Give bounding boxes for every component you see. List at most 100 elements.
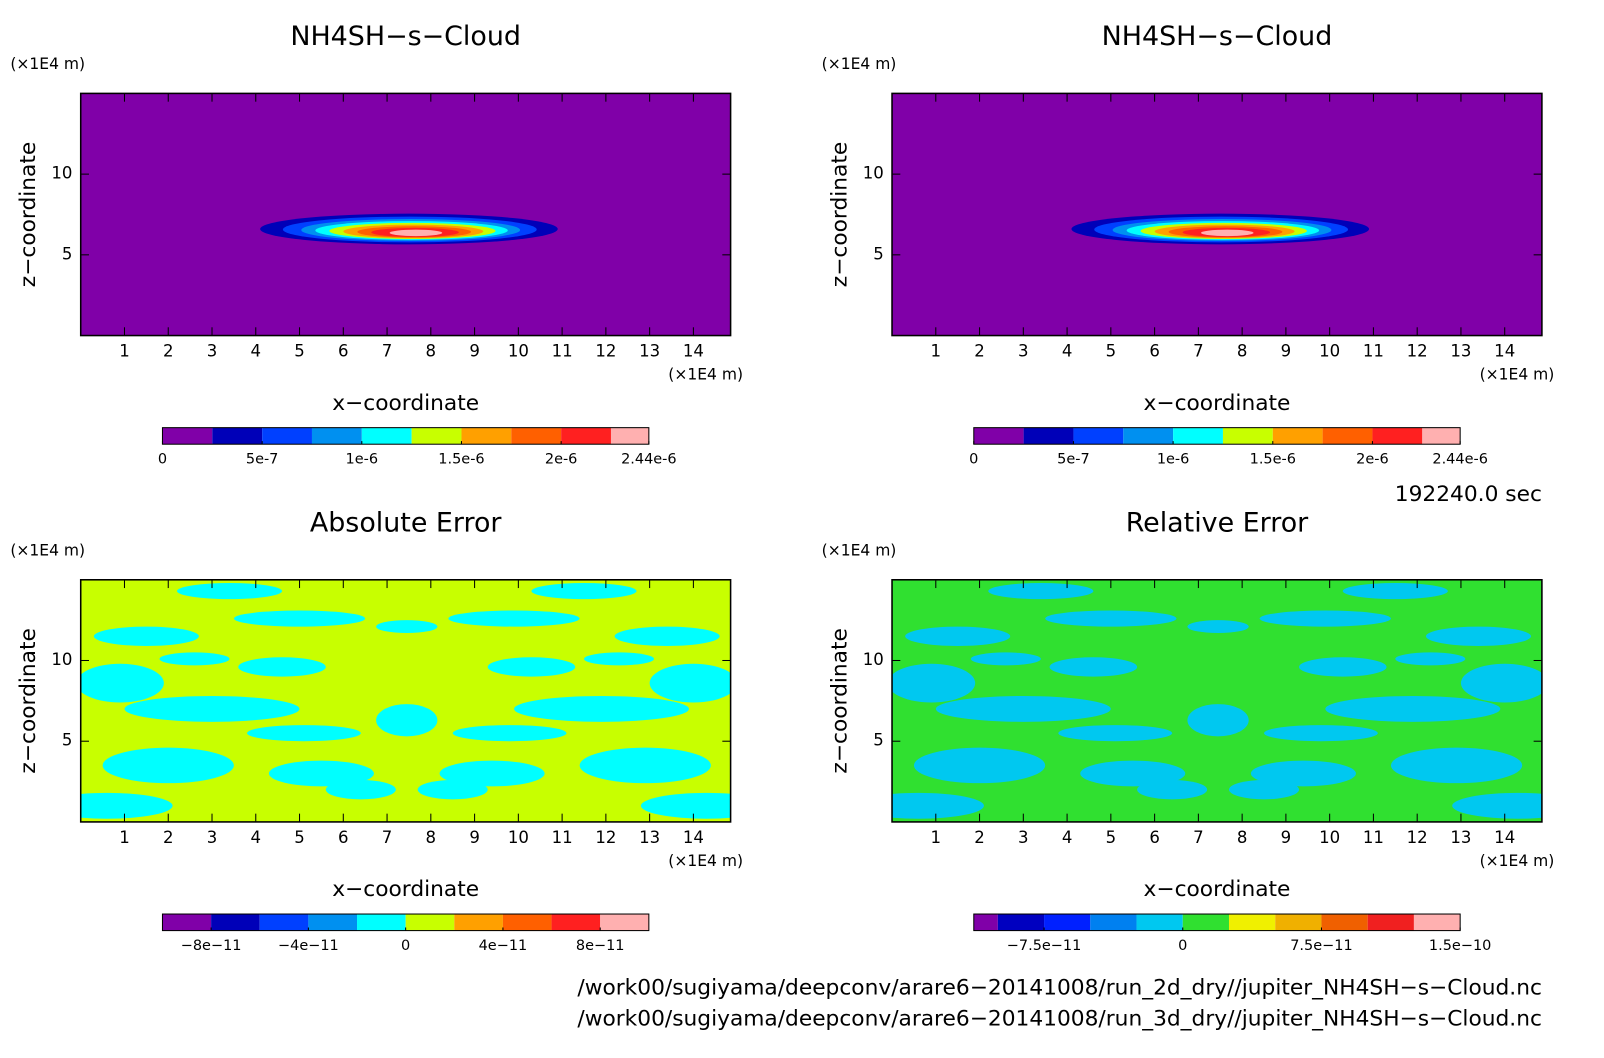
contour-band bbox=[1229, 779, 1300, 800]
y-tick-label: 10 bbox=[51, 164, 72, 183]
colorbar-label: 1e-6 bbox=[1157, 452, 1190, 468]
colorbar-segment bbox=[212, 427, 263, 445]
contour-band bbox=[1390, 747, 1523, 784]
x-tick-label: 11 bbox=[1363, 828, 1384, 847]
colorbar-segment bbox=[561, 427, 611, 445]
x-tick-label: 10 bbox=[1319, 828, 1340, 847]
colorbar-segment bbox=[1413, 914, 1461, 931]
contour-band bbox=[649, 663, 731, 703]
contour-band bbox=[452, 725, 567, 742]
y-tick-label: 5 bbox=[873, 731, 884, 750]
contour-band bbox=[80, 792, 173, 819]
colorbar-segment bbox=[1422, 427, 1461, 445]
y-unit: (×1E4 m) bbox=[10, 541, 85, 559]
x-tick-label: 2 bbox=[163, 828, 174, 847]
panel: NH4SH−s−Cloud (×1E4 m) (×1E4 m) x−coordinat… bbox=[822, 21, 1555, 468]
contour-band bbox=[1395, 652, 1466, 666]
x-tick-label: 2 bbox=[974, 828, 985, 847]
x-tick-label: 1 bbox=[119, 828, 130, 847]
contour-band bbox=[80, 663, 164, 703]
colorbar-segment bbox=[308, 914, 358, 931]
x-tick-label: 12 bbox=[595, 342, 616, 361]
contour-band bbox=[913, 747, 1046, 784]
x-tick-label: 11 bbox=[552, 828, 573, 847]
x-tick-label: 9 bbox=[1281, 828, 1292, 847]
y-unit: (×1E4 m) bbox=[822, 55, 897, 73]
x-tick-label: 8 bbox=[426, 828, 437, 847]
x-tick-label: 7 bbox=[1193, 828, 1204, 847]
contour-band bbox=[1460, 663, 1542, 703]
x-tick-label: 6 bbox=[1149, 828, 1160, 847]
contour-band bbox=[448, 610, 580, 627]
colorbar-segment bbox=[1322, 427, 1373, 445]
x-tick-label: 12 bbox=[1407, 342, 1428, 361]
colorbar-segment bbox=[454, 914, 503, 931]
panel-title: NH4SH−s−Cloud bbox=[1102, 21, 1333, 52]
x-unit: (×1E4 m) bbox=[1480, 852, 1555, 870]
x-tick-label: 1 bbox=[931, 828, 942, 847]
x-tick-label: 5 bbox=[294, 342, 305, 361]
x-tick-label: 13 bbox=[639, 342, 660, 361]
contour-band bbox=[579, 747, 711, 784]
colorbar-frame bbox=[161, 427, 650, 445]
colorbar-segment bbox=[1136, 914, 1183, 931]
colorbar-label: 1.5e-6 bbox=[438, 452, 484, 468]
colorbar-segment bbox=[610, 427, 649, 445]
x-tick-label: 9 bbox=[469, 342, 480, 361]
contour-band bbox=[487, 657, 576, 677]
x-tick-label: 11 bbox=[1363, 342, 1384, 361]
x-tick-label: 6 bbox=[338, 342, 349, 361]
contour-band bbox=[439, 760, 545, 787]
colorbar-segment bbox=[1044, 914, 1091, 931]
x-tick-label: 9 bbox=[469, 828, 480, 847]
colorbar-segment bbox=[162, 427, 213, 445]
x-tick-label: 4 bbox=[251, 342, 262, 361]
x-tick-label: 12 bbox=[1407, 828, 1428, 847]
x-tick-label: 10 bbox=[1319, 342, 1340, 361]
colorbar-segment bbox=[357, 914, 406, 931]
x-tick-label: 14 bbox=[683, 342, 704, 361]
x-tick-label: 5 bbox=[1106, 828, 1117, 847]
colorbar-segment bbox=[211, 914, 260, 931]
plot-area bbox=[892, 579, 1542, 822]
x-tick-label: 7 bbox=[382, 342, 393, 361]
contour-band bbox=[583, 652, 655, 666]
y-unit: (×1E4 m) bbox=[822, 541, 897, 559]
contour-band bbox=[1200, 229, 1254, 237]
x-tick-label: 7 bbox=[382, 828, 393, 847]
plot-area bbox=[80, 93, 731, 336]
x-tick-label: 3 bbox=[207, 828, 218, 847]
contour-band bbox=[247, 725, 361, 742]
colorbar-segment bbox=[311, 427, 362, 445]
contour-band bbox=[892, 792, 984, 819]
plot-frame bbox=[79, 579, 732, 823]
panel-title: NH4SH−s−Cloud bbox=[290, 21, 521, 52]
y-tick-label: 5 bbox=[62, 731, 73, 750]
contour-band bbox=[124, 696, 300, 722]
x-tick-label: 3 bbox=[1018, 342, 1029, 361]
contour-band bbox=[1325, 696, 1501, 722]
contour-band bbox=[376, 620, 438, 634]
x-tick-label: 3 bbox=[1018, 828, 1029, 847]
colorbar-label: 0 bbox=[401, 938, 410, 954]
contour-band bbox=[417, 779, 488, 800]
x-tick-label: 9 bbox=[1281, 342, 1292, 361]
colorbar-label: 1.5e−10 bbox=[1429, 938, 1491, 954]
colorbar-frame bbox=[973, 427, 1461, 445]
y-axis-title: z−coordinate bbox=[827, 142, 852, 287]
colorbar-segment bbox=[405, 914, 455, 931]
contour-band bbox=[1425, 626, 1531, 646]
contour-band bbox=[1342, 583, 1448, 600]
contour-band bbox=[1187, 620, 1249, 634]
contour-band bbox=[1299, 657, 1387, 677]
contour-band bbox=[268, 760, 374, 787]
x-tick-label: 6 bbox=[338, 828, 349, 847]
x-tick-label: 8 bbox=[1237, 342, 1248, 361]
y-tick-label: 10 bbox=[863, 650, 884, 669]
colorbar-label: 7.5e−11 bbox=[1290, 938, 1352, 954]
x-tick-label: 7 bbox=[1193, 342, 1204, 361]
colorbar-label: 4e−11 bbox=[479, 938, 528, 954]
x-tick-label: 14 bbox=[683, 828, 704, 847]
contour-band bbox=[614, 626, 720, 646]
contour-band bbox=[102, 747, 234, 784]
